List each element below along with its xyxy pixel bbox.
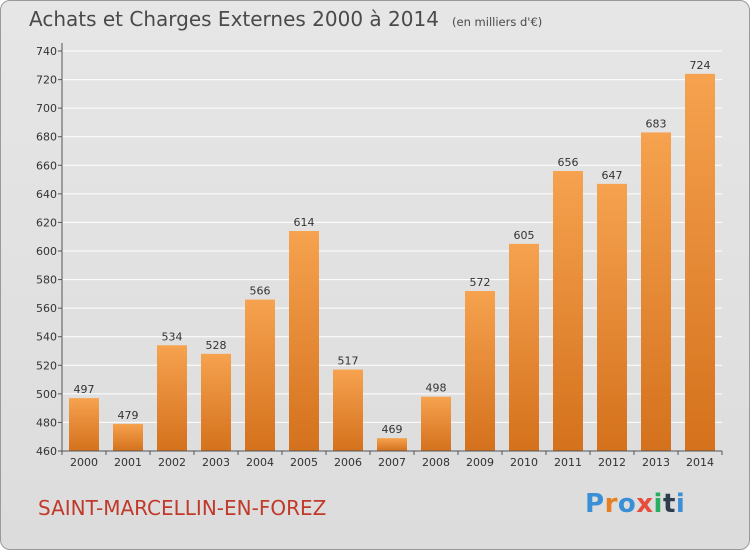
bar-2013 [641,132,671,451]
y-tick-label: 620 [36,216,57,229]
bar-2001 [113,423,143,451]
proxiti-logo[interactable]: Proxiti [585,489,685,519]
bar-2012 [597,183,627,451]
value-label: 469 [382,423,403,436]
logo-letter: P [585,489,605,519]
value-label: 534 [162,330,183,343]
value-label: 479 [118,409,139,422]
bar-2011 [553,171,583,451]
value-label: 647 [602,169,623,182]
chart-title: Achats et Charges Externes 2000 à 2014 [29,7,439,31]
bar-2014 [685,73,715,451]
x-tick-label: 2013 [642,456,670,469]
bar-2005 [289,231,319,451]
y-tick-label: 480 [36,416,57,429]
logo-letter: i [675,489,686,519]
x-tick-label: 2014 [686,456,714,469]
title-row: Achats et Charges Externes 2000 à 2014 (… [29,7,542,31]
logo-letter: o [617,489,637,519]
logo-letter: r [604,489,618,519]
value-label: 566 [250,285,271,298]
y-tick-label: 580 [36,274,57,287]
value-label: 683 [646,117,667,130]
y-tick-label: 740 [36,45,57,58]
y-tick-label: 640 [36,188,57,201]
logo-letter: t [662,489,676,519]
x-tick-label: 2006 [334,456,362,469]
x-tick-label: 2008 [422,456,450,469]
bar-2010 [509,243,539,451]
x-tick-label: 2009 [466,456,494,469]
value-label: 497 [74,383,95,396]
bar-2009 [465,291,495,451]
x-tick-label: 2007 [378,456,406,469]
value-label: 724 [690,59,711,72]
x-tick-label: 2012 [598,456,626,469]
x-tick-label: 2000 [70,456,98,469]
bar-2000 [69,398,99,451]
y-tick-label: 500 [36,388,57,401]
y-tick-label: 660 [36,159,57,172]
bars [69,73,715,451]
x-tick-label: 2011 [554,456,582,469]
y-tick-label: 460 [36,445,57,458]
value-label: 528 [206,339,227,352]
bar-2007 [377,438,407,451]
value-label: 605 [514,229,535,242]
y-tick-label: 720 [36,74,57,87]
x-tick-label: 2005 [290,456,318,469]
y-tick-label: 600 [36,245,57,258]
x-tick-label: 2002 [158,456,186,469]
bar-2008 [421,396,451,451]
y-tick-labels: 460 480 500 520 540 560 580 600 620 640 660 680 700 7… [36,45,57,458]
y-tick-label: 540 [36,331,57,344]
value-label: 498 [426,382,447,395]
y-tick-label: 700 [36,102,57,115]
chart-subtitle: (en milliers d'€) [452,15,543,29]
x-tick-label: 2001 [114,456,142,469]
value-label: 572 [470,276,491,289]
value-label: 517 [338,355,359,368]
logo-letter: x [636,489,654,519]
x-tick-label: 2004 [246,456,274,469]
bar-2003 [201,353,231,451]
bar-2002 [157,345,187,451]
bar-2006 [333,369,363,451]
x-tick-label: 2003 [202,456,230,469]
value-label: 614 [294,216,315,229]
y-tick-label: 680 [36,131,57,144]
y-tick-label: 560 [36,302,57,315]
axes [58,43,723,455]
x-tick-label: 2010 [510,456,538,469]
commune-name: SAINT-MARCELLIN-EN-FOREZ [38,496,327,520]
value-labels: 497 479 534 528 566 614 517 469 498 572 605 656 647 6… [74,59,711,436]
bar-2004 [245,299,275,451]
value-label: 656 [558,156,579,169]
logo-letter: i [653,489,663,519]
y-tick-label: 520 [36,359,57,372]
x-tick-labels: 2000 2001 2002 2003 2004 2005 2006 2007 2008 2009… [70,456,714,469]
